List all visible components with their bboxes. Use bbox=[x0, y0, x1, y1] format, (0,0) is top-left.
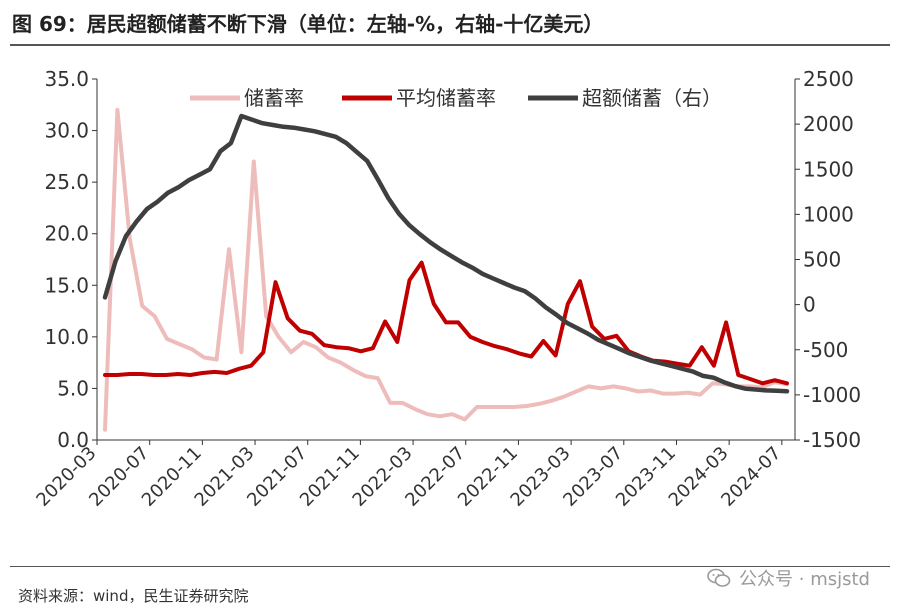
saving-rate-line bbox=[103, 107, 789, 432]
right-tick-label: 1000 bbox=[803, 202, 854, 226]
chart-title: 图 69：居民超额储蓄不断下滑（单位：左轴-%，右轴-十亿美元） bbox=[12, 12, 604, 36]
left-tick-label: 20.0 bbox=[44, 222, 89, 246]
watermark-text: 公众号 · msjstd bbox=[739, 569, 870, 590]
left-tick-label: 30.0 bbox=[44, 119, 89, 143]
wechat-icon bbox=[707, 568, 731, 587]
right-tick-label: 0 bbox=[803, 293, 816, 317]
right-tick-label: -1000 bbox=[803, 383, 861, 407]
right-tick-label: 2500 bbox=[803, 67, 854, 91]
bottom-rule bbox=[10, 566, 890, 567]
right-tick-label: 1500 bbox=[803, 157, 854, 181]
source-note: 资料来源：wind，民生证券研究院 bbox=[18, 587, 249, 605]
watermark: 公众号 · msjstd bbox=[707, 565, 870, 591]
right-tick-label: -1500 bbox=[803, 428, 861, 452]
legend-label: 超额储蓄（右） bbox=[582, 86, 722, 110]
legend-label: 储蓄率 bbox=[244, 86, 304, 110]
series-layer bbox=[102, 107, 790, 432]
right-tick-label: 2000 bbox=[803, 112, 854, 136]
legend-label: 平均储蓄率 bbox=[396, 86, 496, 110]
right-tick-label: -500 bbox=[803, 338, 848, 362]
left-tick-label: 15.0 bbox=[44, 273, 89, 297]
top-rule bbox=[10, 44, 890, 46]
axes: 0.0 5.0 10.0 15.0 20.0 25.0 30.0 35.0 -1500 -1000… bbox=[32, 67, 861, 511]
left-tick-label: 0.0 bbox=[57, 428, 89, 452]
left-tick-label: 35.0 bbox=[44, 67, 89, 91]
left-tick-label: 10.0 bbox=[44, 325, 89, 349]
avg-saving-rate-line bbox=[103, 260, 789, 386]
left-tick-label: 5.0 bbox=[57, 376, 89, 400]
left-tick-label: 25.0 bbox=[44, 170, 89, 194]
excess-savings-line bbox=[102, 113, 790, 394]
legend: 储蓄率 平均储蓄率 超额储蓄（右） bbox=[190, 86, 722, 110]
right-tick-label: 500 bbox=[803, 248, 841, 272]
